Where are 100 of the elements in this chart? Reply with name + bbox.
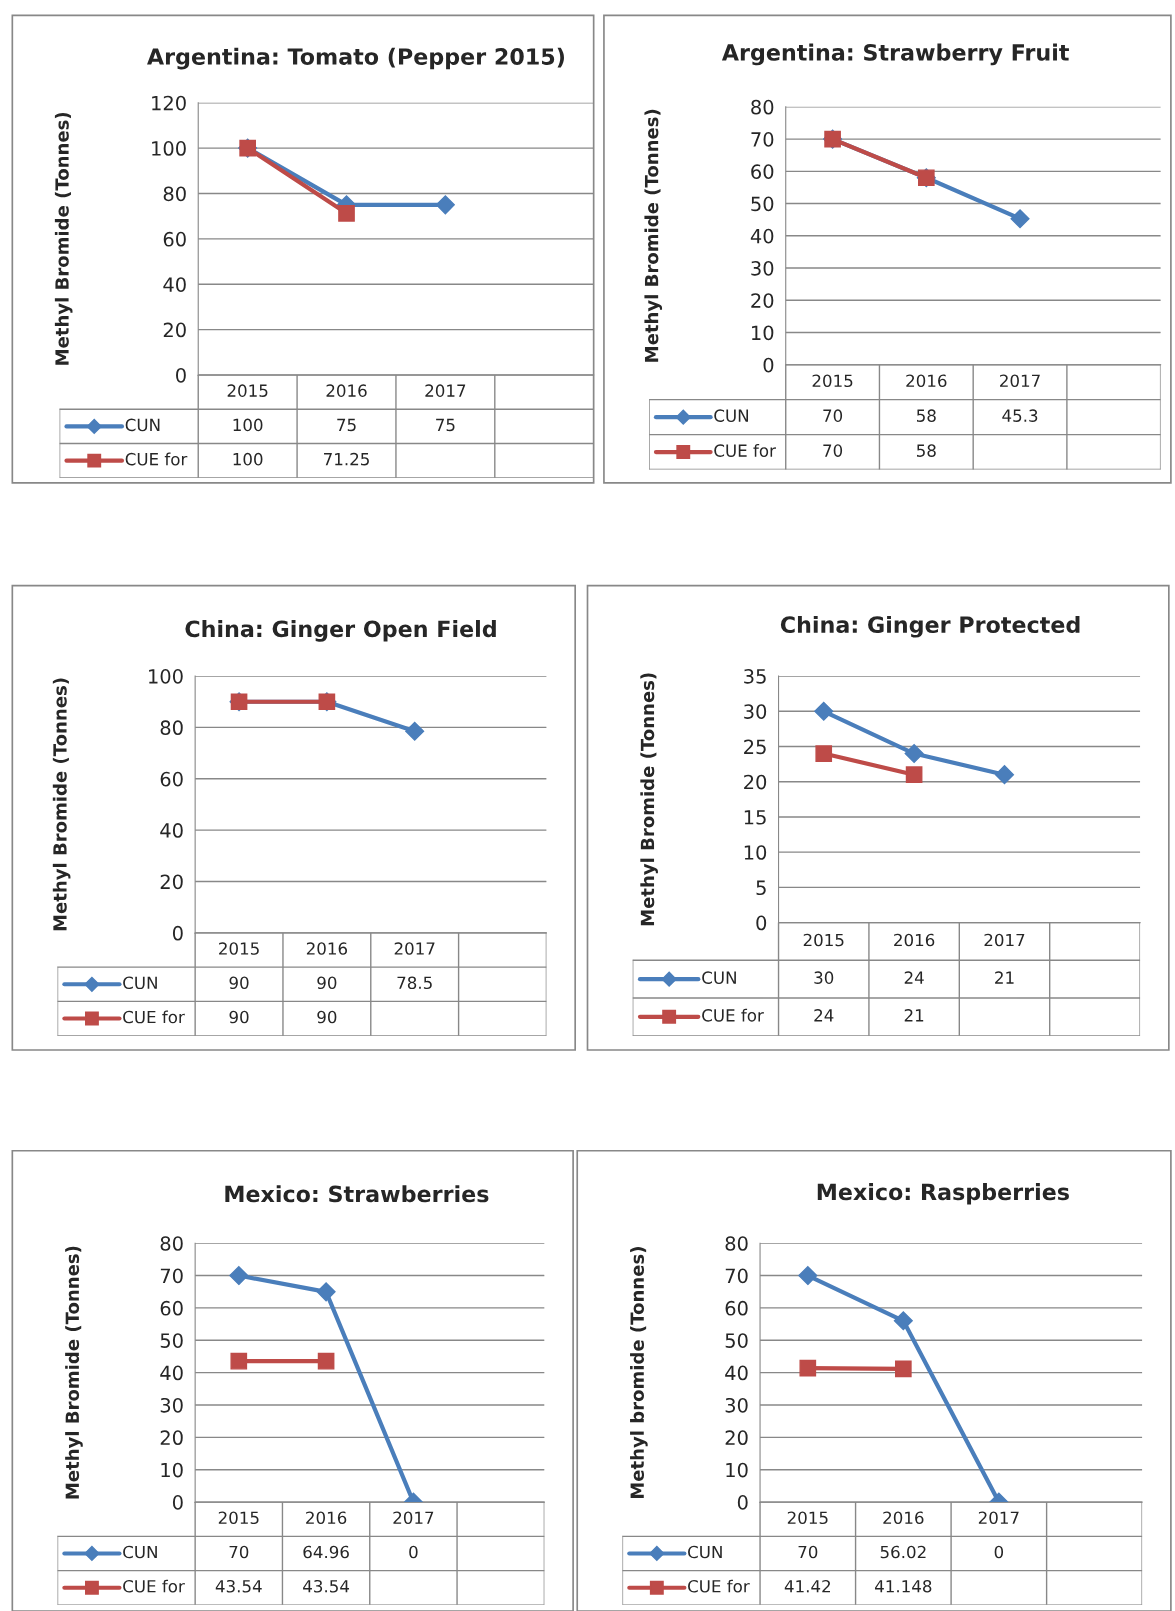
data-label: 58 [917, 409, 936, 422]
x-tick-label: 2016 [883, 1511, 924, 1525]
data-label: 0 [409, 1545, 418, 1559]
x-tick-label: 2015 [219, 942, 259, 955]
legend-label: CUE for [688, 1579, 750, 1593]
y-tick-label: 0 [763, 357, 774, 373]
data-label: 21 [904, 1009, 924, 1022]
data-label: 0 [994, 1545, 1004, 1559]
data-label: 75 [337, 418, 356, 432]
y-tick-label: 0 [737, 1495, 748, 1510]
data-label: 45.3 [1002, 409, 1038, 422]
point [230, 1352, 248, 1370]
y-tick-label: 10 [161, 1462, 183, 1478]
y-tick-label: 35 [744, 669, 766, 684]
chart-title: Argentina: Strawberry Fruit [721, 43, 1069, 66]
x-tick-label: 2015 [218, 1511, 259, 1525]
legend-label: CUN [702, 971, 736, 984]
legend-label: CUE for [123, 1010, 185, 1024]
y-tick-label: 80 [160, 720, 183, 736]
data-label: 70 [229, 1545, 249, 1559]
y-tick-label: 30 [751, 260, 774, 276]
y-tick-label: 100 [149, 669, 183, 684]
y-axis-title: Methyl Bromide (Tonnes) [52, 678, 71, 931]
y-tick-label: 70 [751, 132, 774, 147]
y-tick-label: 80 [160, 1236, 183, 1251]
x-tick-label: 2017 [978, 1511, 1019, 1525]
y-tick-label: 20 [163, 322, 186, 338]
y-tick-label: 40 [160, 1365, 183, 1381]
y-tick-label: 40 [160, 823, 183, 838]
data-label: 21 [995, 971, 1014, 984]
data-label: 71.25 [324, 452, 369, 466]
legend-label: CUN [688, 1545, 722, 1559]
y-tick-label: 60 [160, 771, 183, 787]
y-tick-label: 15 [744, 810, 766, 825]
legend-label: CUE for [125, 452, 188, 466]
y-tick-label: 120 [152, 95, 186, 111]
point [904, 744, 924, 764]
y-tick-label: 10 [752, 325, 774, 341]
data-label: 70 [798, 1545, 818, 1559]
legend-label: CUN [714, 409, 748, 422]
y-axis-title: Methyl Bromide (Tonnes) [54, 112, 73, 365]
x-tick-label: 2017 [1000, 374, 1040, 388]
x-tick-label: 2015 [227, 384, 268, 397]
point [317, 1352, 335, 1370]
y-tick-label: 70 [725, 1268, 748, 1284]
data-label: 30 [814, 971, 834, 984]
legend-label: CUN [125, 418, 160, 432]
y-tick-label: 10 [726, 1462, 748, 1478]
data-label: 70 [823, 444, 843, 457]
y-tick-label: 40 [725, 1365, 748, 1381]
point [316, 1282, 336, 1302]
chart-title: Argentina: Tomato (Pepper 2015) [147, 47, 564, 70]
legend-label: CUN [123, 976, 157, 990]
y-tick-label: 60 [725, 1300, 748, 1316]
y-tick-label: 40 [750, 228, 774, 244]
x-tick-label: 2015 [787, 1511, 828, 1525]
x-tick-label: 2017 [425, 384, 466, 397]
data-label: 56.02 [880, 1545, 926, 1559]
y-tick-label: 50 [725, 1333, 748, 1348]
y-tick-label: 0 [176, 367, 186, 383]
data-label: 58 [917, 444, 936, 457]
chart-title: China: Ginger Protected [780, 615, 1080, 638]
y-tick-label: 0 [172, 1495, 183, 1510]
chart-title: China: Ginger Open Field [185, 620, 496, 642]
data-label: 75 [436, 418, 455, 432]
y-axis-title: Methyl bromide (Tonnes) [630, 1247, 648, 1499]
y-tick-label: 100 [152, 141, 186, 156]
y-tick-label: 20 [751, 293, 774, 308]
point [338, 205, 355, 222]
point [435, 195, 455, 215]
data-label: 90 [229, 976, 249, 990]
x-tick-label: 2015 [803, 933, 844, 947]
legend-label: CUN [123, 1545, 157, 1559]
y-tick-label: 5 [756, 880, 766, 896]
y-tick-label: 80 [163, 186, 186, 202]
y-tick-label: 20 [160, 874, 183, 890]
y-tick-label: 50 [160, 1333, 183, 1348]
y-tick-label: 30 [160, 1397, 183, 1413]
y-axis-title: Methyl Bromide (Tonnes) [644, 109, 663, 362]
data-label: 90 [317, 976, 337, 990]
data-label: 90 [317, 1010, 337, 1024]
point [814, 701, 834, 721]
data-label: 70 [823, 409, 843, 422]
data-label: 41.42 [784, 1579, 830, 1593]
y-tick-label: 60 [163, 231, 186, 247]
y-tick-label: 0 [172, 925, 183, 941]
y-tick-label: 0 [756, 915, 767, 931]
y-tick-label: 20 [725, 1430, 748, 1446]
point [798, 1266, 818, 1286]
y-tick-label: 50 [751, 196, 774, 212]
y-tick-label: 25 [744, 739, 766, 755]
x-tick-label: 2016 [306, 942, 348, 955]
data-label: 41.148 [874, 1579, 932, 1593]
y-tick-label: 80 [725, 1236, 748, 1251]
x-tick-label: 2015 [812, 374, 853, 388]
legend-label: CUE for [702, 1008, 764, 1022]
x-tick-label: 2016 [894, 933, 935, 947]
y-tick-label: 10 [744, 845, 767, 860]
y-axis-title: Methyl Bromide (Tonnes) [640, 673, 658, 926]
data-label: 64.96 [303, 1545, 349, 1559]
